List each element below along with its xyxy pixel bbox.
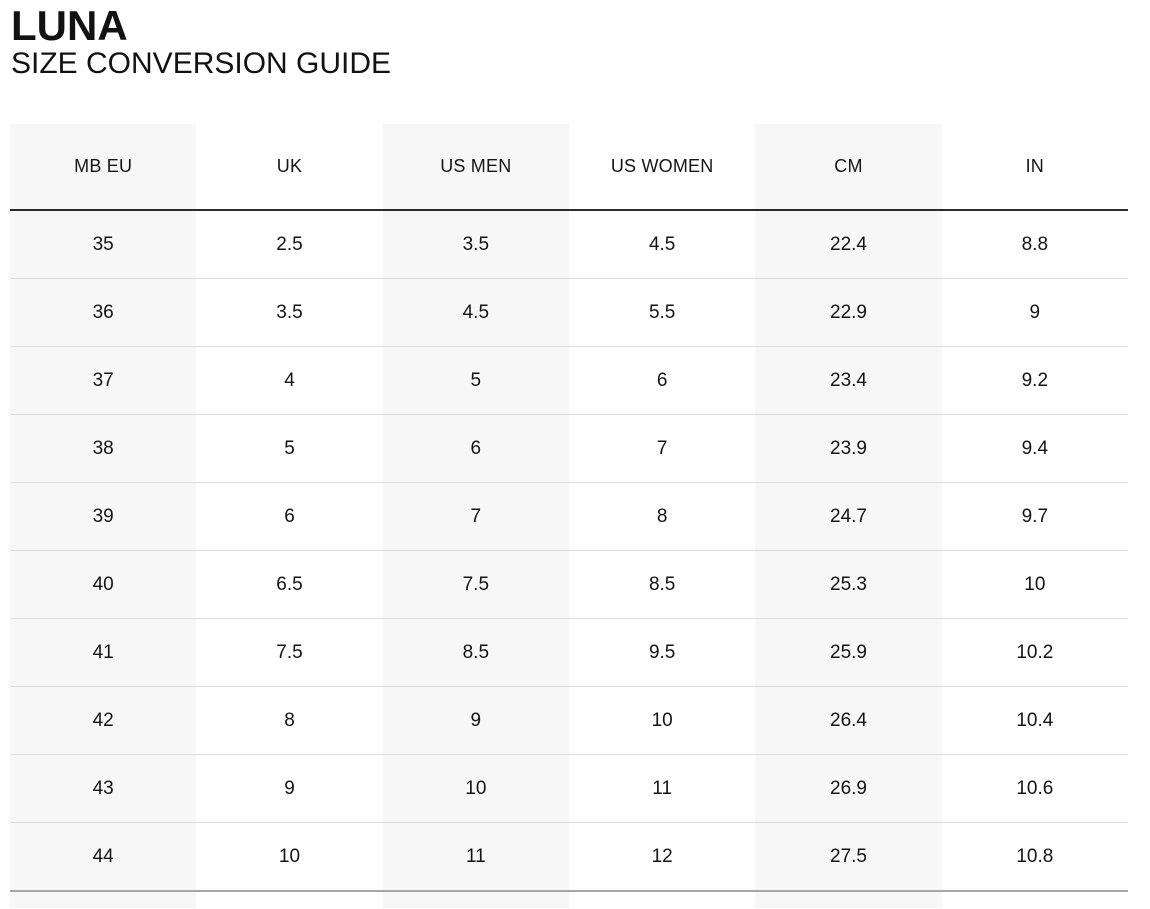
size-cell (196, 892, 382, 908)
column-header-in: IN (1025, 156, 1045, 176)
size-cell: 11 (652, 777, 673, 799)
column-header-mb-eu: MB EU (10, 124, 197, 209)
column-header-us-men: US MEN (382, 124, 569, 209)
size-cell: 35 (10, 211, 197, 278)
size-cell: 10 (278, 845, 301, 867)
size-cell: 5 (382, 347, 569, 414)
table-row: 41 7.5 8.5 9.5 25.9 10.2 (10, 619, 1128, 687)
size-cell: 8.8 (1021, 233, 1049, 255)
size-cell: 10.6 (1016, 777, 1054, 799)
column-header-cm: CM (755, 124, 942, 209)
size-cell: 43 (10, 755, 197, 822)
size-cell: 9.5 (648, 641, 676, 663)
size-cell: 7.5 (276, 641, 303, 663)
size-cell: 7 (382, 483, 569, 550)
size-cell: 6.5 (276, 573, 303, 595)
size-cell: 6 (284, 505, 295, 527)
size-cell: 9 (1029, 301, 1041, 323)
size-cell: 9 (284, 777, 295, 799)
size-cell: 24.7 (755, 483, 942, 550)
size-cell: 39 (10, 483, 197, 550)
size-cell: 8 (284, 709, 295, 731)
size-cell: 4.5 (382, 279, 569, 346)
table-row: 36 3.5 4.5 5.5 22.9 9 (10, 279, 1128, 347)
table-body: 35 2.5 3.5 4.5 22.4 8.8 36 3.5 4.5 5.5 22.9 9 37 4 5 6 2… (10, 211, 1128, 892)
size-cell: 38 (10, 415, 197, 482)
size-cell (10, 892, 197, 908)
table-row: 38 5 6 7 23.9 9.4 (10, 415, 1128, 483)
size-cell: 41 (10, 619, 197, 686)
size-cell: 11 (382, 823, 569, 890)
size-cell: 5.5 (648, 301, 676, 323)
brand-title: LUNA (11, 2, 128, 49)
size-cell: 3.5 (382, 211, 569, 278)
table-row: 37 4 5 6 23.4 9.2 (10, 347, 1128, 415)
size-cell: 4 (284, 369, 295, 391)
partial-clipped-row (10, 892, 1128, 908)
size-cell: 7.5 (382, 551, 569, 618)
table-row: 42 8 9 10 26.4 10.4 (10, 687, 1128, 755)
size-cell: 36 (10, 279, 197, 346)
size-cell: 10.2 (1016, 641, 1054, 663)
size-cell: 10 (651, 709, 673, 731)
size-cell: 22.4 (755, 211, 942, 278)
size-cell: 10 (382, 755, 569, 822)
size-cell: 27.5 (755, 823, 942, 890)
size-cell: 3.5 (276, 301, 303, 323)
size-cell: 22.9 (755, 279, 942, 346)
size-cell: 6 (382, 415, 569, 482)
column-header-uk: UK (276, 156, 303, 176)
size-cell: 8.5 (648, 573, 676, 595)
table-row: 39 6 7 8 24.7 9.7 (10, 483, 1128, 551)
size-cell: 10.8 (1016, 845, 1054, 867)
size-cell: 8 (656, 505, 668, 527)
size-cell: 23.4 (755, 347, 942, 414)
size-cell: 23.9 (755, 415, 942, 482)
size-cell: 25.9 (755, 619, 942, 686)
size-cell: 42 (10, 687, 197, 754)
size-cell (755, 892, 942, 908)
size-cell (569, 892, 755, 908)
size-cell: 12 (651, 845, 673, 867)
size-cell: 44 (10, 823, 197, 890)
size-cell: 26.4 (755, 687, 942, 754)
size-cell: 37 (10, 347, 197, 414)
size-cell: 5 (284, 437, 295, 459)
column-header-us-women: US WOMEN (610, 156, 714, 176)
size-cell: 10.4 (1016, 709, 1054, 731)
size-conversion-table: MB EU UK US MEN US WOMEN CM IN 35 2.5 3.5 4… (10, 124, 1128, 908)
table-row: 35 2.5 3.5 4.5 22.4 8.8 (10, 211, 1128, 279)
size-cell: 7 (656, 437, 668, 459)
size-cell: 8.5 (382, 619, 569, 686)
size-cell: 26.9 (755, 755, 942, 822)
size-cell (942, 892, 1128, 908)
size-cell: 9 (382, 687, 569, 754)
size-cell: 4.5 (648, 233, 676, 255)
size-cell: 2.5 (276, 233, 303, 255)
size-cell: 6 (656, 369, 668, 391)
size-cell: 9.4 (1021, 437, 1049, 459)
table-row: 44 10 11 12 27.5 10.8 (10, 823, 1128, 892)
title-block: LUNA SIZE CONVERSION GUIDE (11, 2, 392, 81)
table-header-row: MB EU UK US MEN US WOMEN CM IN (10, 124, 1128, 211)
page-title: SIZE CONVERSION GUIDE (11, 47, 392, 81)
size-cell: 25.3 (755, 551, 942, 618)
table-row: 40 6.5 7.5 8.5 25.3 10 (10, 551, 1128, 619)
size-cell: 9.2 (1021, 369, 1049, 391)
size-cell: 10 (1024, 573, 1046, 595)
size-cell (382, 892, 569, 908)
size-cell: 40 (10, 551, 197, 618)
table-row: 43 9 10 11 26.9 10.6 (10, 755, 1128, 823)
size-cell: 9.7 (1021, 505, 1049, 527)
